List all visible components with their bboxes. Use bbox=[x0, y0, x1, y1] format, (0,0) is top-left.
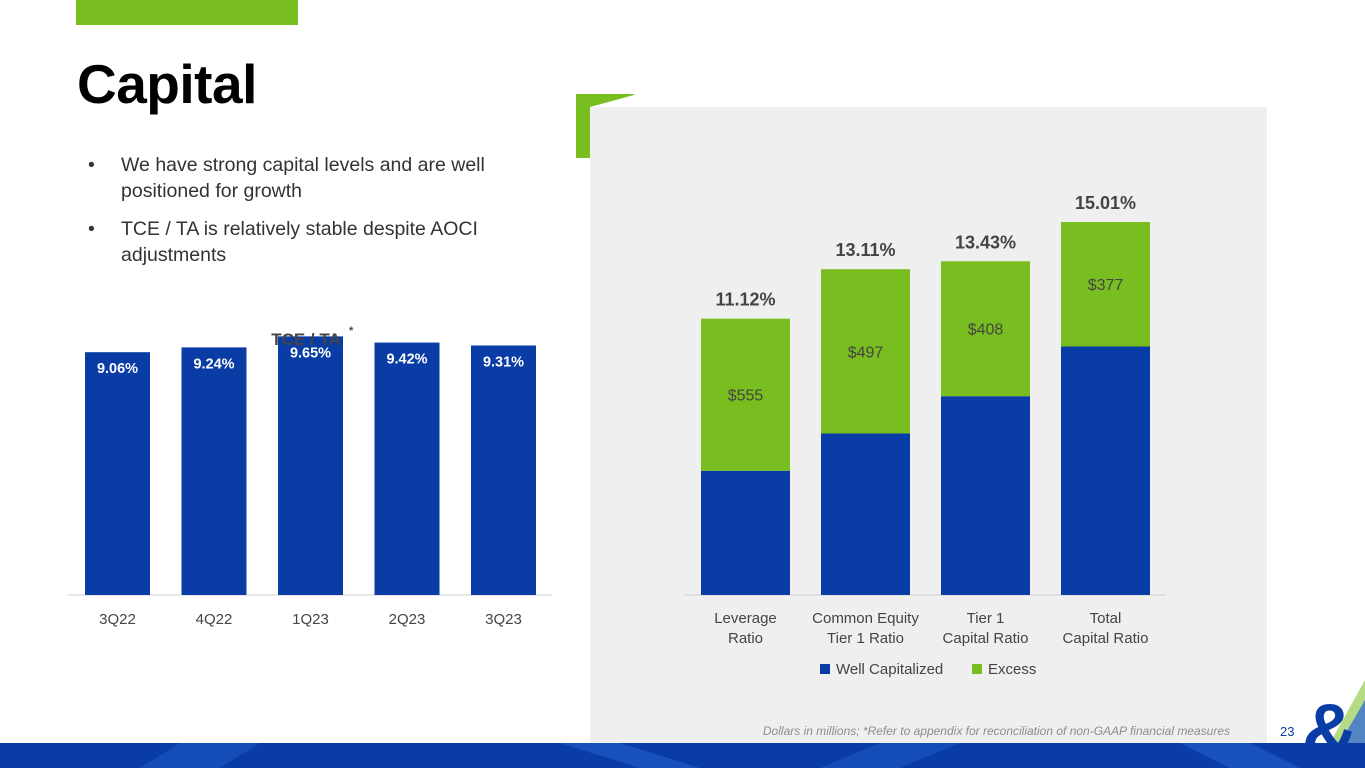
total-ratio-label: 11.12% bbox=[715, 290, 775, 310]
ratio-tick-label: Leverage bbox=[714, 610, 777, 627]
ratio-tick-label: Capital Ratio bbox=[1063, 630, 1149, 647]
brand-swoosh bbox=[1330, 680, 1365, 743]
capital-ratios-chart: $555 11.12% Leverage Ratio $497 13.11% Common … bbox=[684, 193, 1166, 678]
page-number: 23 bbox=[1280, 724, 1295, 739]
tce-data-label: 9.06% bbox=[97, 361, 138, 377]
corner-accent bbox=[576, 94, 634, 158]
total-ratio-label: 13.43% bbox=[955, 232, 1016, 252]
tce-bar bbox=[471, 345, 536, 595]
bullet-list: We have strong capital levels and are we… bbox=[88, 152, 538, 280]
bullet-item: TCE / TA is relatively stable despite AO… bbox=[88, 216, 538, 268]
legend-swatch-well-capitalized bbox=[820, 664, 830, 674]
excess-bar bbox=[701, 318, 790, 471]
excess-data-label: $377 bbox=[1088, 277, 1124, 294]
ratio-tick-label: Common Equity bbox=[812, 610, 919, 627]
excess-data-label: $555 bbox=[728, 388, 764, 405]
tce-ta-chart: 9.06% 3Q22 9.24% 4Q22 9.65% 1Q23 9.42% 2Q23 9.31… bbox=[68, 325, 552, 628]
tce-tick-label: 4Q22 bbox=[196, 611, 233, 628]
tce-bar bbox=[181, 347, 247, 595]
excess-data-label: $497 bbox=[848, 344, 884, 361]
brand-ampersand-logo: & bbox=[1302, 687, 1359, 775]
tce-tick-label: 2Q23 bbox=[389, 611, 426, 628]
tce-tick-label: 3Q23 bbox=[485, 611, 522, 628]
legend-label: Well Capitalized bbox=[836, 661, 943, 678]
tce-chart-title: TCE / TA bbox=[271, 330, 341, 349]
top-accent-bar bbox=[76, 0, 298, 25]
ratio-tick-label: Total bbox=[1090, 610, 1122, 627]
ratio-tick-label: Tier 1 Ratio bbox=[827, 630, 904, 647]
tce-title-marker: * bbox=[349, 325, 354, 337]
well-capitalized-bar bbox=[821, 433, 910, 595]
well-capitalized-bar bbox=[941, 396, 1030, 595]
excess-data-label: $408 bbox=[968, 322, 1004, 339]
tce-bar bbox=[85, 352, 150, 595]
tce-data-label: 9.31% bbox=[483, 354, 524, 370]
legend-swatch-excess bbox=[972, 664, 982, 674]
legend-label: Excess bbox=[988, 661, 1036, 678]
bottom-brand-band bbox=[0, 743, 1365, 768]
tce-data-label: 9.24% bbox=[193, 356, 234, 372]
bullet-item: We have strong capital levels and are we… bbox=[88, 152, 538, 204]
tce-tick-label: 3Q22 bbox=[99, 611, 136, 628]
tce-bar bbox=[374, 342, 440, 595]
excess-bar bbox=[941, 261, 1030, 397]
tce-bar bbox=[278, 336, 343, 595]
well-capitalized-bar bbox=[701, 470, 790, 595]
ratio-tick-label: Tier 1 bbox=[967, 610, 1005, 627]
tce-data-label: 9.42% bbox=[386, 352, 427, 368]
total-ratio-label: 15.01% bbox=[1075, 193, 1136, 213]
footnote: Dollars in millions; *Refer to appendix … bbox=[762, 724, 1230, 738]
excess-bar bbox=[1061, 222, 1150, 347]
tce-data-label: 9.65% bbox=[290, 345, 331, 361]
excess-bar bbox=[821, 269, 910, 434]
ratio-tick-label: Ratio bbox=[728, 630, 763, 647]
ratio-tick-label: Capital Ratio bbox=[943, 630, 1029, 647]
total-ratio-label: 13.11% bbox=[835, 240, 895, 260]
tce-tick-label: 1Q23 bbox=[292, 611, 329, 628]
well-capitalized-bar bbox=[1061, 346, 1150, 595]
page-title: Capital bbox=[77, 53, 257, 115]
